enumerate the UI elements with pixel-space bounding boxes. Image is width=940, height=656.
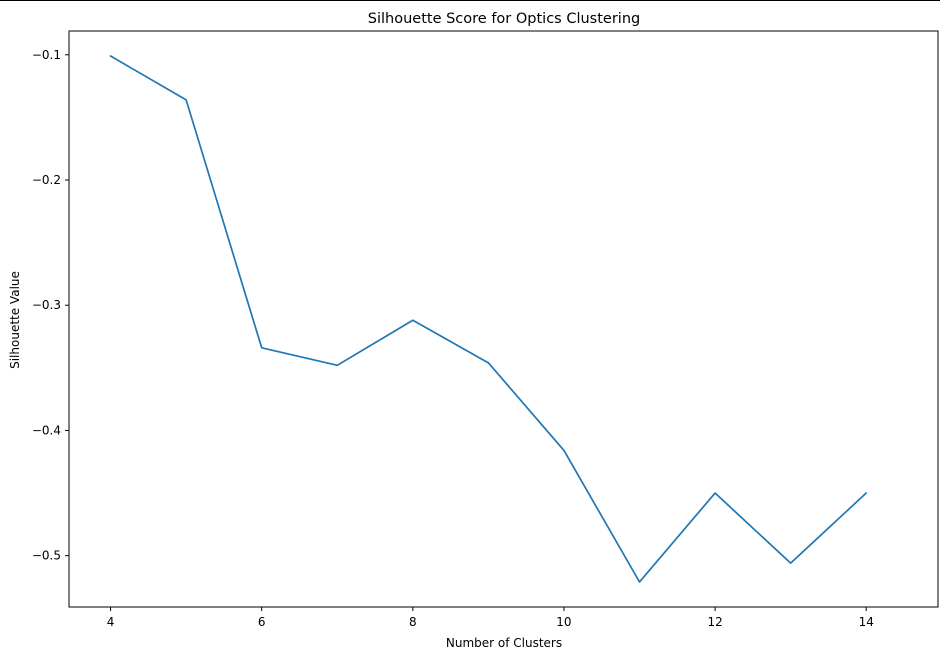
x-tick-label: 8 xyxy=(409,615,417,629)
x-tick-label: 14 xyxy=(859,615,874,629)
y-tick-label: −0.4 xyxy=(32,423,61,437)
x-axis-ticks: 4 6 8 10 12 14 xyxy=(107,607,874,629)
x-tick-label: 12 xyxy=(707,615,722,629)
series-layer xyxy=(109,55,868,583)
series-line-silhouette xyxy=(109,55,868,583)
chart-title: Silhouette Score for Optics Clustering xyxy=(368,11,640,27)
y-axis-ticks: −0.1 −0.2 −0.3 −0.4 −0.5 xyxy=(32,48,69,563)
x-axis-label: Number of Clusters xyxy=(446,636,562,650)
top-border xyxy=(0,0,940,1)
y-tick-label: −0.1 xyxy=(32,48,61,62)
y-tick-label: −0.3 xyxy=(32,298,61,312)
x-tick-label: 4 xyxy=(107,615,115,629)
y-tick-label: −0.5 xyxy=(32,549,61,563)
x-tick-label: 6 xyxy=(258,615,266,629)
y-axis-label: Silhouette Value xyxy=(8,271,22,369)
plot-area-frame xyxy=(68,30,939,608)
x-tick-label: 10 xyxy=(556,615,571,629)
y-tick-label: −0.2 xyxy=(32,173,61,187)
